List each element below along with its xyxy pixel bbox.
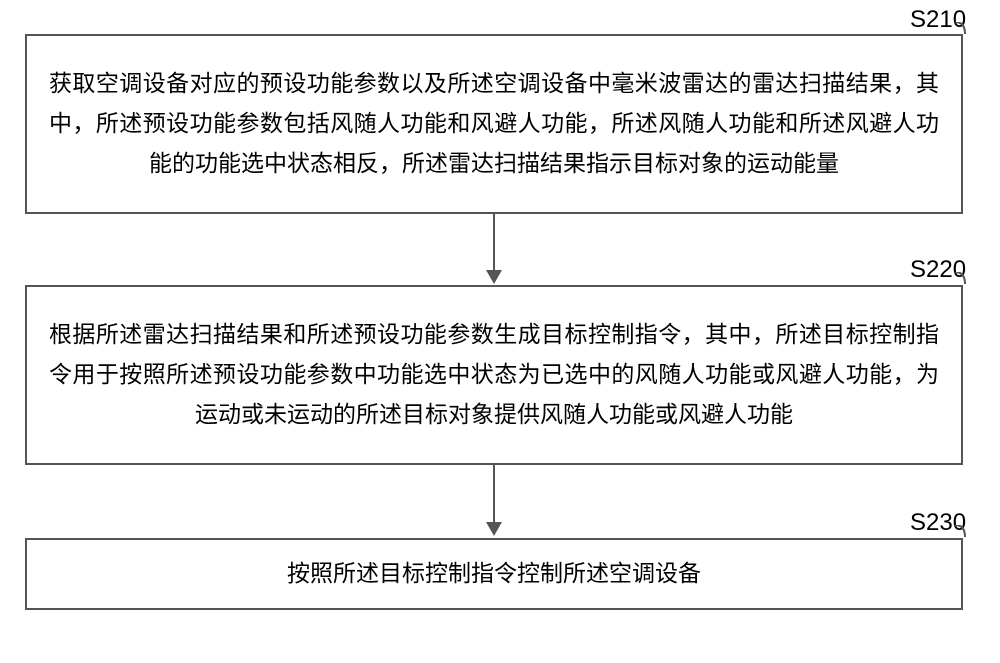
step-text-s210: 获取空调设备对应的预设功能参数以及所述空调设备中毫米波雷达的雷达扫描结果，其中，…	[49, 64, 939, 185]
step-text-s220: 根据所述雷达扫描结果和所述预设功能参数生成目标控制指令，其中，所述目标控制指令用…	[49, 315, 939, 436]
arrow-head-1	[486, 270, 502, 284]
arrow-line-2	[493, 465, 495, 523]
arrow-line-1	[493, 214, 495, 271]
step-box-s230: 按照所述目标控制指令控制所述空调设备	[25, 538, 963, 610]
arrow-head-2	[486, 522, 502, 536]
step-box-s220: 根据所述雷达扫描结果和所述预设功能参数生成目标控制指令，其中，所述目标控制指令用…	[25, 285, 963, 465]
flowchart-container: S210 获取空调设备对应的预设功能参数以及所述空调设备中毫米波雷达的雷达扫描结…	[0, 0, 1000, 663]
step-box-s210: 获取空调设备对应的预设功能参数以及所述空调设备中毫米波雷达的雷达扫描结果，其中，…	[25, 34, 963, 214]
step-text-s230: 按照所述目标控制指令控制所述空调设备	[49, 554, 939, 594]
